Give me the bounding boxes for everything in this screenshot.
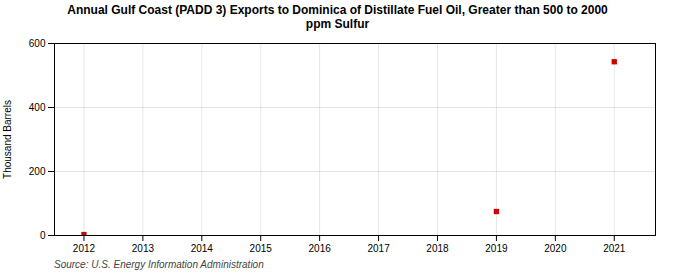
- svg-text:200: 200: [29, 166, 46, 177]
- html-text:Source: U.S. Energy Informatio: Source: U.S. Energy Information Administ…: [54, 259, 264, 270]
- svg-text:2016: 2016: [309, 243, 332, 254]
- svg-text:2015: 2015: [250, 243, 273, 254]
- svg-text:2021: 2021: [603, 243, 626, 254]
- svg-text:600: 600: [29, 38, 46, 49]
- svg-text:2012: 2012: [73, 243, 96, 254]
- svg-text:2013: 2013: [132, 243, 155, 254]
- svg-text:2014: 2014: [191, 243, 214, 254]
- svg-text:Thousand Barrels: Thousand Barrels: [2, 100, 13, 179]
- svg-text:2020: 2020: [544, 243, 567, 254]
- svg-text:2017: 2017: [367, 243, 390, 254]
- svg-text:0: 0: [40, 230, 46, 241]
- html-text:Annual Gulf Coast (PADD 3) Exp: Annual Gulf Coast (PADD 3) Exports to Do…: [67, 3, 608, 31]
- svg-text:400: 400: [29, 102, 46, 113]
- svg-text:2018: 2018: [426, 243, 449, 254]
- svg-text:2019: 2019: [485, 243, 508, 254]
